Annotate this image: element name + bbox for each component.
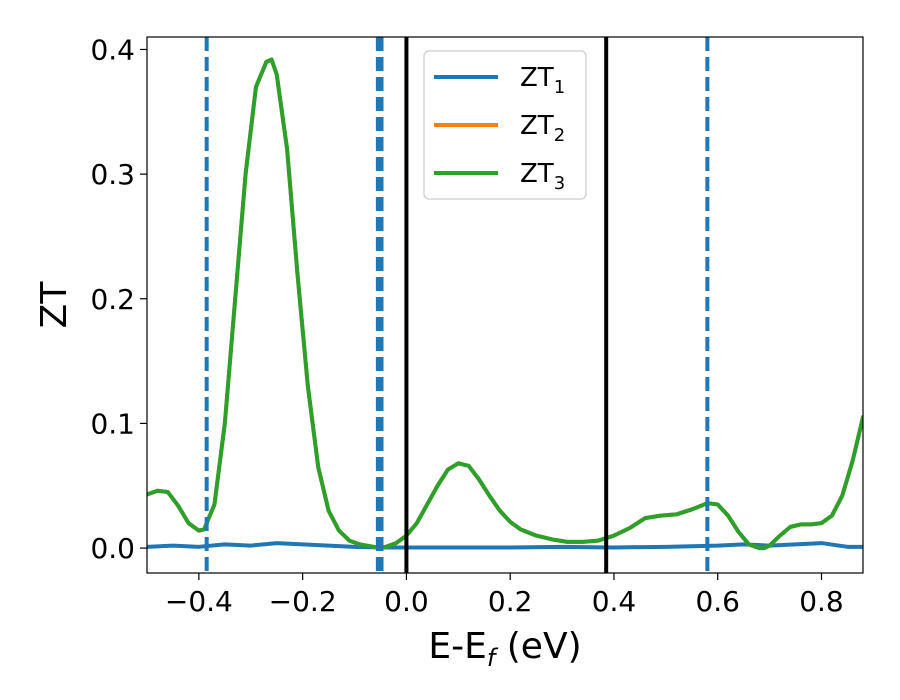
y-tick-label: 0.3 — [90, 158, 135, 191]
y-axis-ticks: 0.0 0.1 0.2 0.3 0.4 — [90, 33, 147, 565]
x-axis-ticks: −0.4 −0.2 0.0 0.2 0.4 0.6 0.8 — [165, 573, 844, 618]
y-tick-label: 0.0 — [90, 532, 135, 565]
series-line-zt3 — [147, 57, 863, 551]
x-tick-label: 0.6 — [695, 585, 740, 618]
x-tick-label: −0.2 — [269, 585, 337, 618]
x-axis-label: E-Ef (eV) — [428, 626, 581, 672]
plot-content — [147, 37, 863, 573]
x-tick-label: 0.0 — [384, 585, 429, 618]
legend-box — [423, 50, 587, 200]
legend: ZT1 ZT2 ZT3 — [423, 50, 587, 200]
x-tick-label: 0.4 — [592, 585, 637, 618]
series-line-zt1 — [147, 541, 863, 550]
legend-label-zt1: ZT1 — [520, 63, 565, 98]
x-tick-label: 0.8 — [799, 585, 844, 618]
y-tick-label: 0.4 — [90, 33, 135, 66]
y-tick-label: 0.2 — [90, 283, 135, 316]
y-tick-label: 0.1 — [90, 407, 135, 440]
legend-label-zt2: ZT2 — [520, 111, 565, 146]
legend-label-zt3: ZT3 — [520, 159, 565, 194]
x-tick-label: 0.2 — [488, 585, 533, 618]
plot-frame — [146, 36, 864, 574]
y-axis-label: ZT — [34, 281, 75, 329]
x-axis-label-unit: (eV) — [495, 626, 581, 667]
x-axis-label-main: E-E — [428, 626, 486, 667]
x-tick-label: −0.4 — [165, 585, 233, 618]
